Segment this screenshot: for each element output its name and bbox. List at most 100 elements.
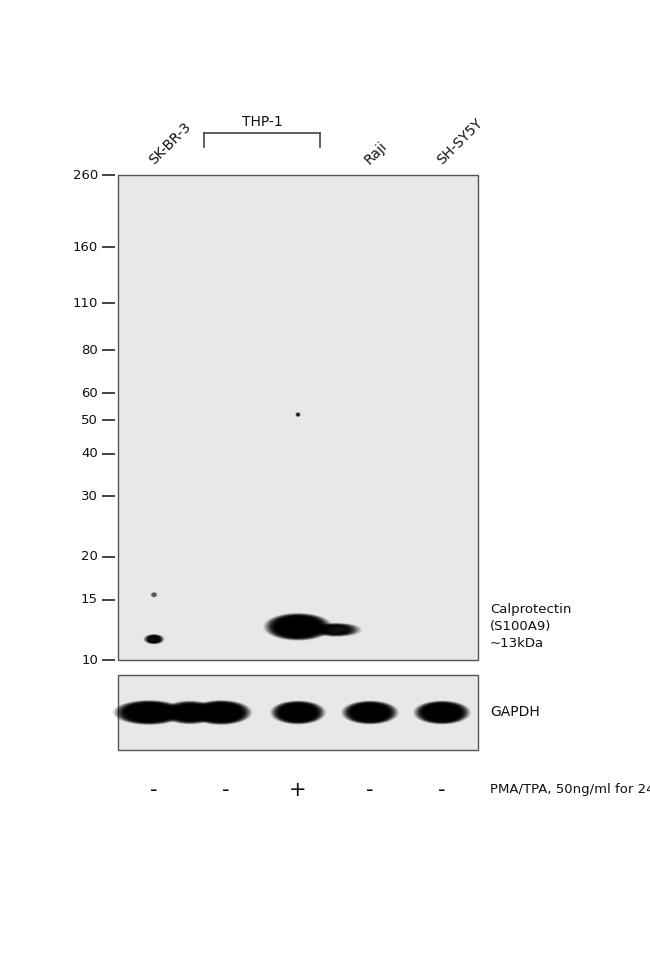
Ellipse shape bbox=[205, 705, 237, 720]
Ellipse shape bbox=[117, 702, 181, 724]
Ellipse shape bbox=[266, 614, 330, 640]
Text: SH-SY5Y: SH-SY5Y bbox=[434, 116, 485, 167]
Ellipse shape bbox=[281, 704, 315, 721]
Text: 80: 80 bbox=[81, 344, 98, 357]
Ellipse shape bbox=[276, 617, 320, 636]
Ellipse shape bbox=[123, 703, 176, 722]
Text: +: + bbox=[289, 780, 307, 800]
Ellipse shape bbox=[344, 702, 395, 723]
Ellipse shape bbox=[276, 702, 320, 722]
Bar bbox=[118, 675, 478, 750]
Ellipse shape bbox=[278, 703, 318, 722]
Ellipse shape bbox=[275, 702, 321, 723]
Ellipse shape bbox=[198, 703, 244, 722]
Ellipse shape bbox=[279, 704, 317, 721]
Ellipse shape bbox=[192, 701, 250, 724]
Ellipse shape bbox=[341, 701, 398, 724]
Ellipse shape bbox=[319, 625, 353, 634]
Text: -: - bbox=[150, 780, 158, 800]
Ellipse shape bbox=[315, 624, 357, 635]
Ellipse shape bbox=[274, 617, 321, 637]
Ellipse shape bbox=[171, 704, 209, 721]
Ellipse shape bbox=[428, 706, 456, 719]
Ellipse shape bbox=[350, 704, 389, 721]
Ellipse shape bbox=[132, 705, 166, 720]
Ellipse shape bbox=[322, 626, 350, 634]
Ellipse shape bbox=[207, 705, 235, 720]
Ellipse shape bbox=[152, 593, 156, 597]
Ellipse shape bbox=[121, 702, 177, 723]
Ellipse shape bbox=[296, 413, 300, 416]
Ellipse shape bbox=[278, 618, 318, 635]
Ellipse shape bbox=[190, 701, 252, 725]
Text: -: - bbox=[366, 780, 374, 800]
Ellipse shape bbox=[152, 593, 155, 596]
Ellipse shape bbox=[282, 705, 314, 720]
Ellipse shape bbox=[311, 624, 361, 636]
Ellipse shape bbox=[166, 702, 214, 723]
Ellipse shape bbox=[162, 702, 218, 724]
Ellipse shape bbox=[127, 704, 172, 721]
Ellipse shape bbox=[173, 704, 207, 721]
Ellipse shape bbox=[352, 704, 388, 721]
Ellipse shape bbox=[297, 413, 299, 416]
Ellipse shape bbox=[356, 706, 384, 719]
Ellipse shape bbox=[144, 634, 164, 644]
Text: 60: 60 bbox=[81, 386, 98, 400]
Ellipse shape bbox=[146, 635, 162, 643]
Ellipse shape bbox=[348, 702, 393, 722]
Ellipse shape bbox=[169, 703, 211, 722]
Text: Raji: Raji bbox=[362, 138, 390, 167]
Ellipse shape bbox=[413, 701, 471, 724]
Ellipse shape bbox=[419, 702, 465, 722]
Ellipse shape bbox=[324, 626, 348, 633]
Ellipse shape bbox=[119, 702, 179, 723]
Ellipse shape bbox=[267, 614, 329, 639]
Ellipse shape bbox=[417, 702, 467, 723]
Ellipse shape bbox=[269, 615, 327, 638]
Ellipse shape bbox=[282, 619, 314, 634]
Text: -: - bbox=[438, 780, 446, 800]
Ellipse shape bbox=[113, 701, 185, 725]
Ellipse shape bbox=[196, 702, 246, 723]
Ellipse shape bbox=[129, 704, 170, 721]
Text: 160: 160 bbox=[73, 241, 98, 254]
Ellipse shape bbox=[285, 706, 311, 719]
Text: GAPDH: GAPDH bbox=[490, 705, 540, 720]
Text: 40: 40 bbox=[81, 447, 98, 460]
Ellipse shape bbox=[200, 703, 242, 722]
Text: 30: 30 bbox=[81, 490, 98, 503]
Ellipse shape bbox=[146, 635, 162, 643]
Ellipse shape bbox=[415, 702, 469, 724]
Ellipse shape bbox=[164, 702, 216, 724]
Ellipse shape bbox=[317, 625, 355, 635]
Text: THP-1: THP-1 bbox=[242, 115, 282, 129]
Ellipse shape bbox=[272, 702, 324, 724]
Ellipse shape bbox=[195, 702, 247, 723]
Ellipse shape bbox=[355, 705, 385, 720]
Ellipse shape bbox=[271, 616, 325, 638]
Ellipse shape bbox=[203, 704, 239, 721]
Ellipse shape bbox=[280, 619, 316, 635]
Ellipse shape bbox=[177, 706, 203, 719]
Text: ~13kDa: ~13kDa bbox=[490, 637, 544, 651]
Text: 260: 260 bbox=[73, 168, 98, 182]
Ellipse shape bbox=[125, 703, 174, 722]
Text: Calprotectin: Calprotectin bbox=[490, 604, 571, 616]
Ellipse shape bbox=[424, 704, 460, 721]
Ellipse shape bbox=[145, 635, 163, 644]
Ellipse shape bbox=[343, 702, 397, 724]
Text: (S100A9): (S100A9) bbox=[490, 621, 551, 633]
Ellipse shape bbox=[296, 413, 300, 416]
Ellipse shape bbox=[426, 705, 458, 720]
Text: PMA/TPA, 50ng/ml for 24 hours: PMA/TPA, 50ng/ml for 24 hours bbox=[490, 783, 650, 797]
Text: 110: 110 bbox=[73, 297, 98, 309]
Ellipse shape bbox=[167, 702, 213, 722]
Ellipse shape bbox=[151, 593, 157, 597]
Ellipse shape bbox=[130, 705, 168, 720]
Ellipse shape bbox=[354, 705, 387, 720]
Ellipse shape bbox=[274, 702, 322, 723]
Ellipse shape bbox=[422, 704, 461, 721]
Text: 50: 50 bbox=[81, 414, 98, 427]
Ellipse shape bbox=[264, 613, 332, 640]
